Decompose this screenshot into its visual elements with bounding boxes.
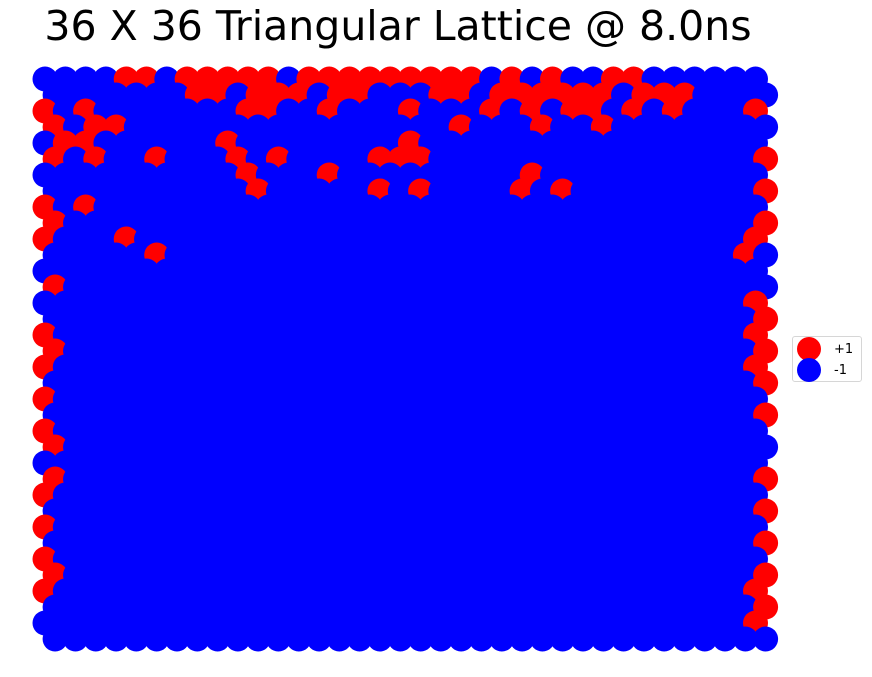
spin-minus-site xyxy=(103,626,129,652)
chart-title: 36 X 36 Triangular Lattice @ 8.0ns xyxy=(44,2,752,50)
spin-minus-site xyxy=(367,626,393,652)
spin-minus-site xyxy=(205,626,231,652)
spin-minus-site xyxy=(123,626,149,652)
spin-minus-site xyxy=(712,626,738,652)
legend: +1 -1 xyxy=(792,336,862,382)
spin-minus-site xyxy=(42,626,68,652)
spin-minus-site xyxy=(550,626,576,652)
spin-minus-site xyxy=(286,626,312,652)
legend-item-plus: +1 xyxy=(797,337,854,361)
spin-minus-site xyxy=(611,626,636,652)
spin-minus-site xyxy=(753,626,779,652)
spin-minus-site xyxy=(570,626,596,652)
spin-minus-site xyxy=(448,626,474,652)
spin-minus-site xyxy=(184,626,210,652)
spin-minus-site xyxy=(651,626,677,652)
spin-minus-site xyxy=(225,626,251,652)
spin-minus-site xyxy=(306,626,332,652)
spin-minus-site xyxy=(265,626,291,652)
spin-minus-site xyxy=(245,626,271,652)
spin-minus-site xyxy=(63,626,88,652)
spin-minus-site xyxy=(387,626,413,652)
spin-minus-site xyxy=(164,626,190,652)
legend-marker-plus xyxy=(797,337,821,361)
spin-minus-site xyxy=(408,626,434,652)
legend-item-minus: -1 xyxy=(797,358,847,382)
spin-minus-site xyxy=(83,626,109,652)
spin-minus-site xyxy=(509,626,535,652)
spin-minus-site xyxy=(692,626,718,652)
spin-minus-site xyxy=(326,626,352,652)
legend-label-plus: +1 xyxy=(834,341,854,357)
spin-minus-site xyxy=(590,626,616,652)
spin-minus-site xyxy=(672,626,697,652)
spin-minus-site xyxy=(347,626,373,652)
spin-minus-site xyxy=(489,626,515,652)
legend-label-minus: -1 xyxy=(834,362,847,378)
spin-minus-site xyxy=(631,626,657,652)
legend-marker-minus xyxy=(797,358,821,382)
spin-minus-site xyxy=(529,626,555,652)
spin-minus-site xyxy=(732,626,758,652)
spin-minus-site xyxy=(468,626,494,652)
spin-minus-site xyxy=(428,626,454,652)
spin-minus-site xyxy=(144,626,170,652)
